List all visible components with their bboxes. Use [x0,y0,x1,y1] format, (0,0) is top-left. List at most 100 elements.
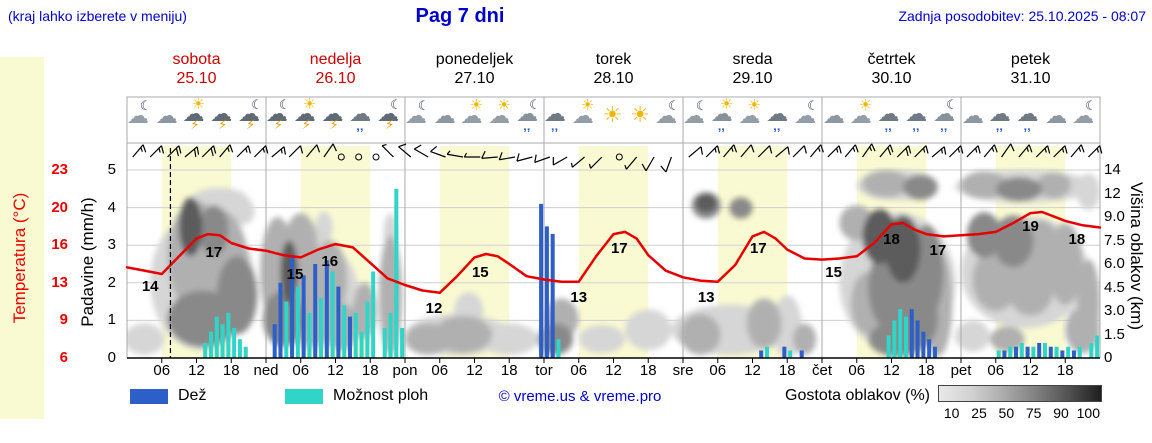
showers-bar [1054,346,1059,358]
cloud-glyph: ☁ [182,101,205,126]
sun-glyph: ☀ [602,102,623,127]
cloud-glyph: ☁ [1016,101,1039,126]
drops-glyph: ‚‚ [523,118,531,133]
sun-glyph: ☀ [469,97,483,114]
rain-bar [544,226,549,358]
cloud-glyph: ☁ [905,101,928,126]
showers-bar [1089,342,1094,358]
cloud-glyph: ☁ [1045,103,1068,128]
rain-bar [336,286,341,358]
scale-label-100: 100 [1076,405,1100,421]
sun-glyph: ☀ [747,97,761,114]
cloud-glyph: ☁ [404,103,427,128]
x-label-06: 06 [848,362,866,379]
precip-tick-5: 5 [107,161,116,178]
storm-icon: ☁ ⚡ [322,101,350,141]
moon-cloud-icon: ☾ ☁ [794,99,822,141]
rain-bar [1048,346,1053,358]
showers-bar [203,342,208,358]
cloud-glyph: ☁ [738,103,761,128]
temperature-line [125,210,1102,295]
moon-storm-icon: ☾ ☁ ⚡ [265,98,294,141]
cloud-glyph: ☁ [877,101,900,126]
precip-tick-2: 2 [107,273,116,291]
x-label-12: 12 [605,362,622,379]
showers-bar [342,305,347,358]
day-name: petek [1010,51,1051,68]
temp-value-label: 18 [883,231,900,249]
cloud-tick-0: 0 [1104,349,1113,366]
moon-rain-icon: ☾ ☁ ‚‚ [933,97,961,141]
scale-label-90: 90 [1053,405,1069,421]
temp-value-label: 17 [205,244,223,262]
showers-bar [382,327,387,358]
temp-value-label: 17 [610,240,628,258]
cloud-glyph: ☁ [265,101,288,126]
temperature-axis-title: Temperatura (°C) [10,192,29,324]
showers-bar [996,350,1001,358]
sun-glyph: ☀ [719,96,734,113]
bolt-glyph: ⚡ [246,117,256,132]
temp-value-label: 17 [929,242,947,260]
day-name: sobota [172,51,221,68]
x-label-18: 18 [500,362,518,379]
moon-glyph: ☾ [946,97,958,112]
temp-value-label: 14 [141,277,159,295]
showers-bar [232,327,237,358]
showers-bar [208,331,213,358]
x-label-12: 12 [327,362,344,379]
page-title: Pag 7 dni [415,5,505,27]
left-highlight-strip [0,57,44,419]
drops-glyph: ‚‚ [884,118,892,133]
showers-bar [394,188,399,358]
x-label-06: 06 [987,362,1005,379]
sun-icon: ☀ [627,101,655,141]
sun-cloud-icon: ☀ ☁ [488,98,516,141]
rain-bar [290,256,295,358]
showers-swatch [285,389,323,404]
precip-tick-0: 0 [107,349,116,366]
temp-value-label: 13 [697,288,715,306]
showers-bar [1066,346,1071,358]
showers-bar [400,327,405,358]
bolt-glyph: ⚡ [273,117,284,132]
moon-glyph: ☾ [695,98,708,113]
showers-bar [388,312,393,358]
drops-glyph: ‚‚ [773,118,781,133]
day-header-ponedeljek: ponedeljek 27.10 [405,50,544,88]
showers-bar [214,316,219,358]
showers-bar [319,297,324,358]
showers-bar [1077,346,1082,358]
cloud-tick-7.5: 7.5 [1104,231,1125,249]
rain-bar [1002,350,1007,358]
showers-bar [307,312,312,358]
showers-bar [892,320,897,358]
cloud-glyph: ☁ [155,103,178,128]
scale-label-25: 25 [971,405,987,421]
bolt-glyph: ⚡ [190,117,200,132]
day-name: četrtek [867,51,916,68]
rain-bar [909,309,914,358]
rain-icon: ☁ ‚‚ [989,101,1017,141]
rain-bar [759,350,764,358]
x-label-06: 06 [709,362,727,379]
moon-glyph: ☾ [1085,98,1097,113]
day-name: sreda [732,51,773,68]
day-date: 29.10 [732,70,773,87]
cloud-glyph: ☁ [433,103,456,128]
temp-tick-23: 23 [51,161,68,178]
moon-glyph: ☾ [139,98,152,113]
x-label-12: 12 [466,362,483,379]
moon-cloud-icon: ☾ ☁ [404,99,433,141]
x-label-tor: tor [535,362,553,379]
moon-storm-icon: ☾ ☁ ⚡ [377,98,405,141]
credit-link[interactable]: © vreme.us & vreme.pro [498,388,662,405]
last-update-text: Zadnja posodobitev: 25.10.2025 - 08:07 [898,8,1146,24]
showers-bar [226,312,231,358]
storm-icon: ☁ ⚡ [210,101,238,141]
rain-bar [921,331,926,358]
rain-bar [324,260,329,358]
x-label-sre: sre [672,362,694,379]
cloud-tick-3.0: 3.0 [1104,302,1125,319]
moon-cloud-icon: ☾ ☁ [683,98,711,141]
